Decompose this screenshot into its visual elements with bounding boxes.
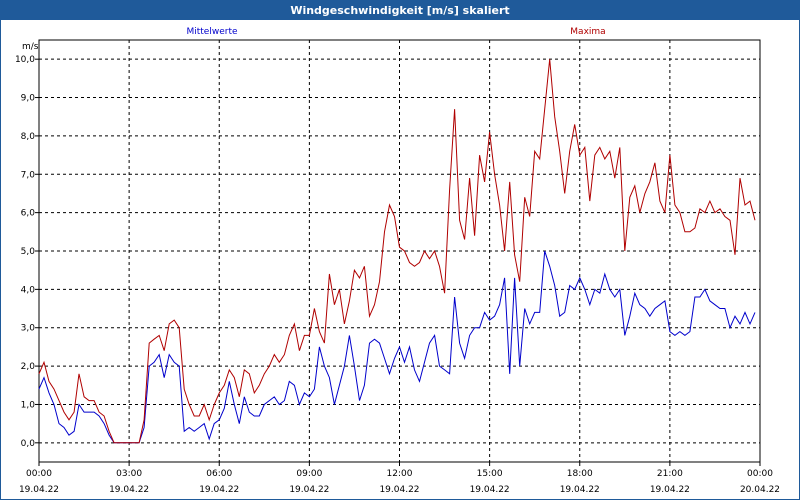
x-tick-date: 20.04.22 [740, 485, 780, 495]
y-tick-label: 5,0 [21, 247, 36, 257]
y-tick-label: 10,0 [15, 55, 35, 65]
legend-maxima: Maxima [570, 27, 605, 37]
series-line-mittelwerte [38, 250, 756, 444]
x-tick-time: 00:00 [747, 469, 773, 479]
y-tick-label: 6,0 [21, 209, 36, 219]
y-tick-label: 7,0 [21, 170, 36, 180]
x-tick-time: 00:00 [26, 469, 52, 479]
x-tick-date: 19.04.22 [19, 485, 59, 495]
series-lines [38, 59, 756, 444]
series-line-maxima [38, 59, 756, 444]
x-tick-time: 21:00 [657, 469, 683, 479]
x-tick-date: 19.04.22 [289, 485, 329, 495]
x-tick-date: 19.04.22 [199, 485, 239, 495]
x-tick-date: 19.04.22 [379, 485, 419, 495]
y-tick-label: 1,0 [21, 400, 36, 410]
grid [39, 40, 760, 462]
y-tick-label: 3,0 [21, 324, 36, 334]
y-axis-label: m/s [22, 42, 39, 52]
x-axis: 00:00 19.04.22 03:00 19.04.22 06:00 19.04.22 0… [19, 462, 780, 495]
y-tick-label: 0,0 [21, 439, 36, 449]
x-tick-date: 19.04.22 [109, 485, 149, 495]
y-tick-label: 8,0 [21, 132, 36, 142]
y-tick-label: 4,0 [21, 285, 36, 295]
x-tick-time: 06:00 [206, 469, 232, 479]
x-tick-time: 03:00 [116, 469, 142, 479]
x-tick-date: 19.04.22 [560, 485, 600, 495]
x-tick-time: 09:00 [296, 469, 322, 479]
x-tick-date: 19.04.22 [470, 485, 510, 495]
x-tick-time: 15:00 [477, 469, 503, 479]
y-axis: 0,0 1,0 2,0 3,0 4,0 5,0 6,0 7,0 8,0 9,0 10,0 [15, 55, 39, 449]
y-tick-label: 2,0 [21, 362, 36, 372]
legend-mittelwerte: Mittelwerte [186, 27, 237, 37]
x-tick-time: 18:00 [567, 469, 593, 479]
x-tick-time: 12:00 [387, 469, 413, 479]
y-tick-label: 9,0 [21, 94, 36, 104]
x-tick-date: 19.04.22 [650, 485, 690, 495]
window-title: Windgeschwindigkeit [m/s] skaliert [1, 1, 799, 20]
